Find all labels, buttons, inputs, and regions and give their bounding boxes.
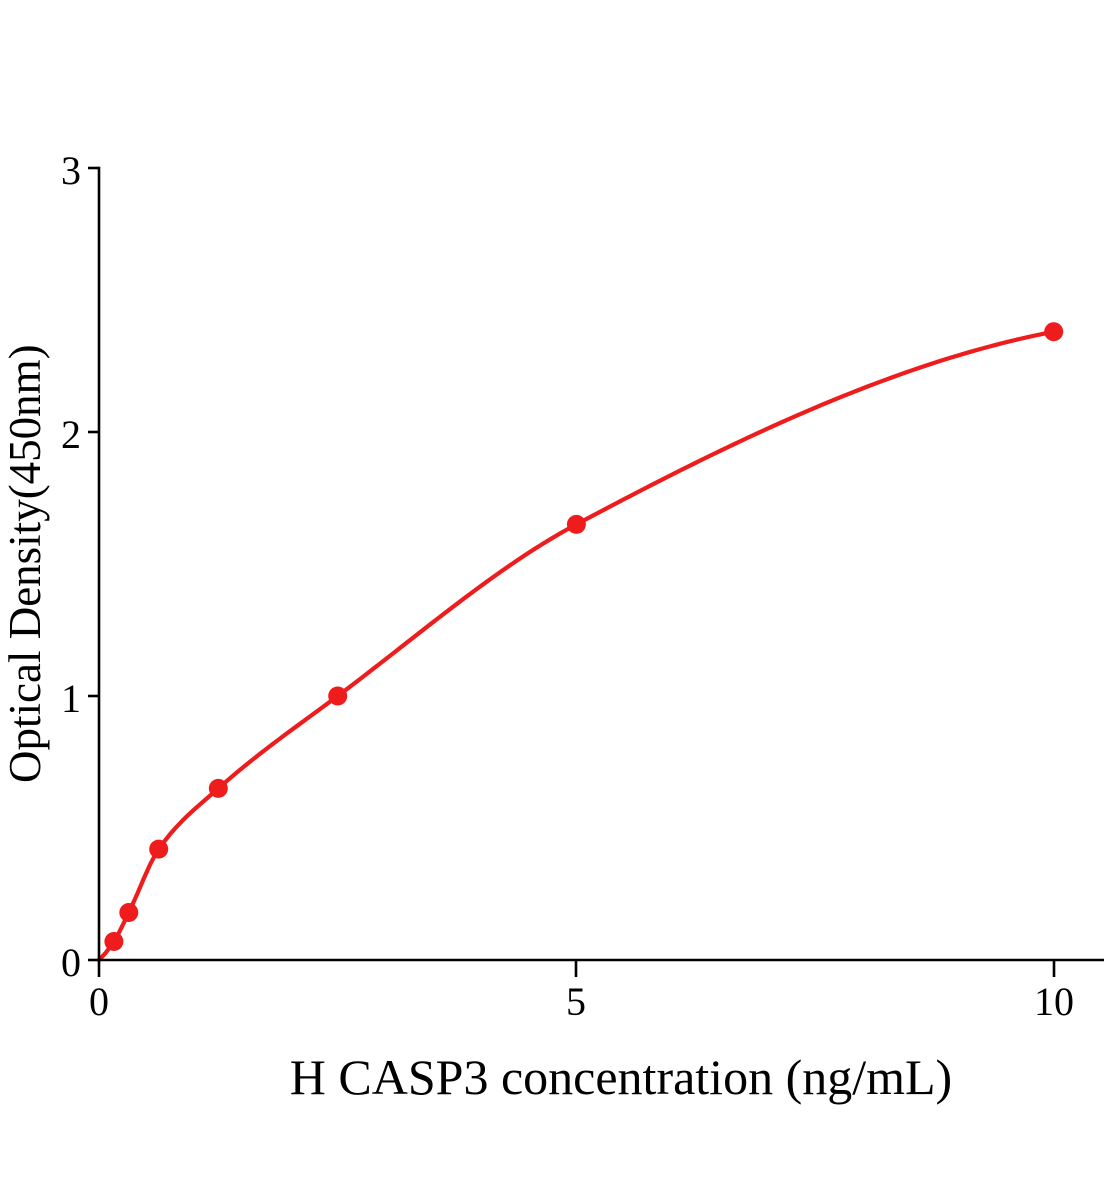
svg-text:10: 10 [1034,979,1074,1024]
svg-text:0: 0 [61,940,81,985]
svg-text:3: 3 [61,148,81,193]
svg-text:Optical Density(450nm): Optical Density(450nm) [0,344,50,783]
svg-text:0: 0 [89,979,109,1024]
svg-text:2: 2 [61,412,81,457]
svg-text:1: 1 [61,676,81,721]
svg-text:H CASP3 concentration (ng/mL): H CASP3 concentration (ng/mL) [290,1049,952,1105]
svg-text:5: 5 [566,979,586,1024]
